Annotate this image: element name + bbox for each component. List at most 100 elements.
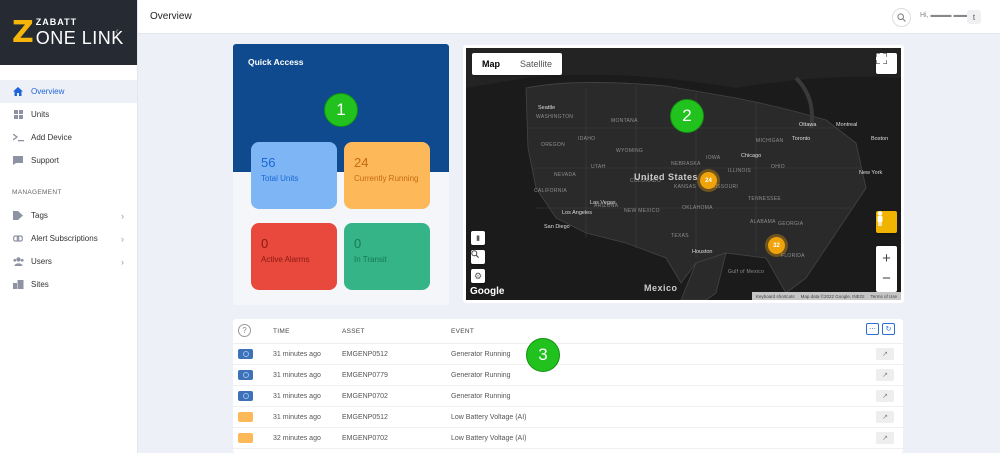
- fullscreen-icon: [876, 53, 887, 64]
- refresh-button[interactable]: ↻: [882, 323, 895, 335]
- map-view[interactable]: Map Satellite Seattle Chicago Toronto Ot…: [466, 48, 901, 300]
- sidebar-item-add-device[interactable]: Add Device: [0, 126, 137, 149]
- state-label: WASHINGTON: [536, 114, 574, 120]
- sidebar-item-alert-subscriptions[interactable]: Alert Subscriptions ›: [0, 227, 137, 250]
- table-row[interactable]: 31 minutes ago EMGENP0512 Generator Runn…: [233, 344, 903, 365]
- column-header-event[interactable]: EVENT: [451, 328, 475, 335]
- fullscreen-button[interactable]: [876, 53, 897, 74]
- search-button[interactable]: [892, 8, 911, 27]
- active-alarms-tile[interactable]: 0 Active Alarms: [251, 223, 337, 290]
- sidebar: Z ZABATT ONE LINK ‹ Overview Units Add D…: [0, 0, 138, 453]
- brand-name-top: ZABATT: [35, 16, 78, 27]
- chevron-right-icon: ›: [121, 210, 124, 221]
- more-options-button[interactable]: ⋯: [866, 323, 879, 335]
- map-cluster-marker[interactable]: 24: [700, 172, 717, 189]
- table-row[interactable]: 31 minutes ago EMGENP0512 Low Battery Vo…: [233, 407, 903, 428]
- state-label: NEVADA: [554, 172, 576, 178]
- search-icon: [897, 13, 906, 22]
- open-external-button[interactable]: ↗: [876, 411, 894, 423]
- external-link-icon: ↗: [882, 414, 888, 421]
- sidebar-item-units[interactable]: Units: [0, 103, 137, 126]
- brand-logo[interactable]: Z ZABATT ONE LINK ‹: [0, 0, 137, 65]
- state-label: NEBRASKA: [671, 161, 701, 167]
- in-transit-tile[interactable]: 0 In Transit: [344, 223, 430, 290]
- map-zoom-tool-button[interactable]: [471, 250, 485, 264]
- sidebar-item-label: Overview: [31, 87, 65, 96]
- open-external-button[interactable]: ↗: [876, 432, 894, 444]
- tag-icon: [12, 211, 24, 221]
- status-badge: [238, 433, 253, 443]
- sidebar-item-support[interactable]: Support: [0, 149, 137, 172]
- help-icon[interactable]: ?: [238, 324, 251, 337]
- map-cluster-marker[interactable]: 32: [768, 237, 785, 254]
- page-title: Overview: [150, 11, 192, 22]
- state-label: TENNESSEE: [748, 196, 781, 202]
- map-tab-map[interactable]: Map: [482, 59, 500, 69]
- state-label: MISSOURI: [711, 184, 739, 190]
- event-asset: EMGENP0702: [342, 435, 388, 442]
- annotation-marker-1: 1: [324, 93, 358, 127]
- tile-value: 24: [354, 155, 369, 170]
- city-label: New York: [859, 170, 883, 176]
- state-label: WYOMING: [616, 148, 644, 154]
- city-label: Toronto: [792, 136, 811, 142]
- status-badge: [238, 412, 253, 422]
- total-units-tile[interactable]: 56 Total Units: [251, 142, 337, 209]
- sidebar-item-tags[interactable]: Tags ›: [0, 204, 137, 227]
- zoom-out-button[interactable]: −: [882, 270, 891, 287]
- currently-running-tile[interactable]: 24 Currently Running: [344, 142, 430, 209]
- city-label: Montreal: [836, 122, 858, 128]
- map-settings-button[interactable]: ⚙: [471, 269, 485, 283]
- sidebar-item-label: Support: [31, 156, 60, 165]
- column-header-time[interactable]: TIME: [273, 328, 290, 335]
- sidebar-item-label: Units: [31, 110, 50, 119]
- external-link-icon: ↗: [882, 372, 888, 379]
- table-row[interactable]: 31 minutes ago EMGENP0702 Generator Runn…: [233, 386, 903, 407]
- sidebar-item-users[interactable]: Users ›: [0, 250, 137, 273]
- sidebar-item-label: Add Device: [31, 133, 72, 142]
- street-view-pegman[interactable]: [876, 211, 897, 233]
- table-row[interactable]: 32 minutes ago EMGENP0702 Low Battery Vo…: [233, 428, 903, 449]
- annotation-marker-2: 2: [670, 99, 704, 133]
- map-tab-satellite[interactable]: Satellite: [520, 59, 553, 69]
- sidebar-nav: Overview Units Add Device Support MANAGE…: [0, 80, 137, 296]
- event-time: 31 minutes ago: [273, 372, 321, 379]
- refresh-icon: ↻: [885, 326, 892, 333]
- open-external-button[interactable]: ↗: [876, 369, 894, 381]
- sidebar-section-management: MANAGEMENT: [12, 189, 62, 196]
- link-icon: [12, 234, 24, 244]
- collapse-sidebar-icon[interactable]: ‹: [115, 24, 119, 38]
- column-header-asset[interactable]: ASSET: [342, 328, 365, 335]
- state-label: OHIO: [771, 164, 785, 170]
- state-label: IDAHO: [578, 136, 596, 142]
- units-icon: [12, 110, 24, 120]
- sidebar-item-sites[interactable]: Sites: [0, 273, 137, 296]
- tile-value: 0: [261, 236, 269, 251]
- event-name: Low Battery Voltage (AI): [451, 414, 527, 421]
- map-tool-button[interactable]: ▮: [471, 231, 485, 245]
- table-row[interactable]: 31 minutes ago EMGENP0779 Generator Runn…: [233, 365, 903, 386]
- open-external-button[interactable]: ↗: [876, 390, 894, 402]
- map-panel: Map Satellite Seattle Chicago Toronto Ot…: [463, 45, 904, 303]
- keyboard-shortcuts-link[interactable]: Keyboard shortcuts: [755, 293, 795, 299]
- event-time: 32 minutes ago: [273, 435, 321, 442]
- zoom-in-button[interactable]: +: [882, 250, 891, 267]
- state-label: ALABAMA: [750, 219, 776, 225]
- state-label: KANSAS: [674, 184, 697, 190]
- avatar[interactable]: t: [967, 10, 981, 24]
- city-label: Seattle: [538, 105, 556, 111]
- tile-label: Currently Running: [354, 174, 419, 183]
- city-label: Boston: [871, 136, 889, 142]
- sites-icon: [12, 280, 24, 290]
- top-header: Overview Hi, ▬▬▬ ▬▬▬ t: [138, 0, 1000, 34]
- status-badge: [238, 370, 253, 380]
- event-asset: EMGENP0779: [342, 372, 388, 379]
- open-external-button[interactable]: ↗: [876, 348, 894, 360]
- annotation-marker-3: 3: [526, 338, 560, 372]
- state-label: TEXAS: [671, 233, 689, 239]
- terms-link[interactable]: Terms of Use: [870, 293, 897, 299]
- city-label: Houston: [692, 249, 713, 255]
- sidebar-item-label: Tags: [31, 211, 48, 220]
- sidebar-item-overview[interactable]: Overview: [0, 80, 137, 103]
- zoom-control: + −: [876, 246, 897, 292]
